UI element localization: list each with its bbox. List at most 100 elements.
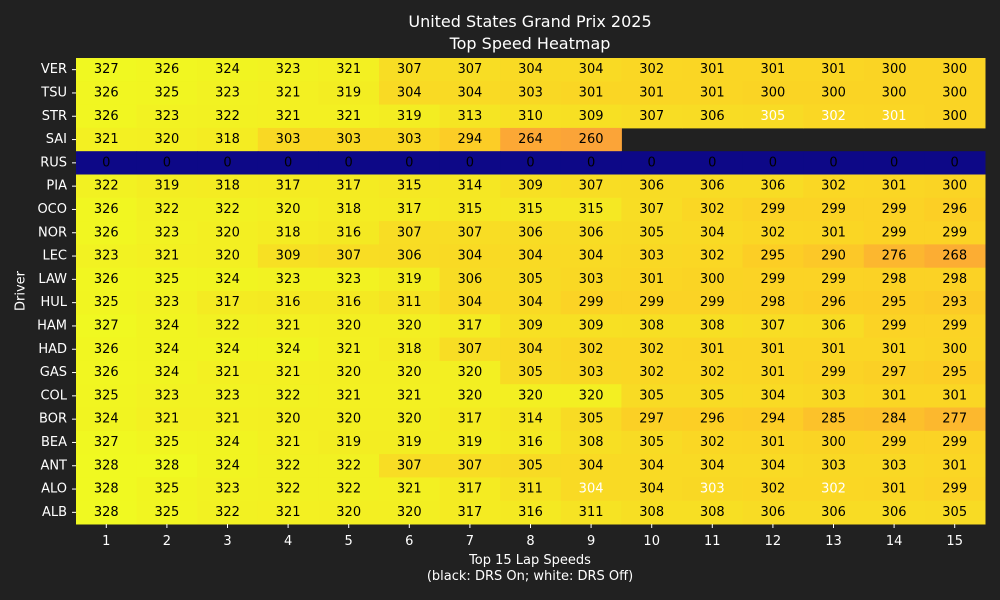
cell-value-label: 321 <box>154 412 179 427</box>
heatmap-cell <box>863 291 925 315</box>
heatmap-cell <box>500 477 562 502</box>
heatmap-cell <box>136 337 198 362</box>
cell-value-label: 300 <box>821 435 846 450</box>
cell-value-label: 321 <box>336 62 361 77</box>
cell-value-label: 319 <box>397 272 422 287</box>
cell-value-label: 327 <box>94 318 119 333</box>
heatmap-cell <box>803 291 865 315</box>
cell-value-label: 294 <box>760 412 785 427</box>
cell-value-label: 301 <box>942 388 967 403</box>
cell-value-label: 321 <box>276 109 301 124</box>
cell-value-label: 309 <box>276 249 301 264</box>
cell-value-label: 0 <box>648 155 656 170</box>
heatmap-cell <box>560 244 622 269</box>
cell-value-label: 298 <box>882 272 907 287</box>
heatmap-cell <box>742 244 804 269</box>
heatmap-cell <box>803 454 865 478</box>
cell-value-label: 324 <box>154 318 179 333</box>
heatmap-cell <box>560 430 622 455</box>
heatmap-cell <box>257 430 319 455</box>
cell-value-label: 303 <box>276 132 301 147</box>
cell-value-label: 304 <box>639 458 664 473</box>
heatmap-cell <box>379 407 441 432</box>
heatmap-cell <box>560 360 622 385</box>
heatmap-cell <box>136 197 198 222</box>
cell-value-label: 322 <box>215 109 240 124</box>
heatmap-cell <box>439 221 501 245</box>
heatmap-cell <box>682 291 744 315</box>
y-tick-label: ALO <box>41 482 67 497</box>
heatmap-cell <box>621 500 683 525</box>
cell-value-label: 326 <box>94 109 119 124</box>
cell-value-label: 300 <box>942 109 967 124</box>
cell-value-label: 326 <box>154 62 179 77</box>
cell-value-label: 306 <box>760 179 785 194</box>
cell-value-label: 305 <box>700 388 725 403</box>
cell-value-label: 324 <box>94 412 119 427</box>
heatmap-cell <box>924 430 986 455</box>
heatmap-cell <box>863 314 925 339</box>
heatmap-cell <box>560 221 622 245</box>
cell-value-label: 304 <box>457 295 482 310</box>
x-tick-label: 12 <box>765 534 782 549</box>
heatmap-cell <box>742 314 804 339</box>
cell-value-label: 324 <box>215 435 240 450</box>
cell-value-label: 299 <box>700 295 725 310</box>
cell-value-label: 317 <box>215 295 240 310</box>
heatmap-cell <box>318 104 380 129</box>
heatmap-cell <box>924 360 986 385</box>
heatmap-cell <box>136 314 198 339</box>
heatmap-cell <box>136 221 198 245</box>
y-tick-label: HAD <box>38 342 67 357</box>
cell-value-label: 301 <box>821 62 846 77</box>
heatmap-cell <box>76 58 138 82</box>
cell-value-label: 328 <box>94 458 119 473</box>
heatmap-cell <box>560 337 622 362</box>
cell-value-label: 298 <box>760 295 785 310</box>
heatmap-cell <box>863 151 925 175</box>
heatmap-cell <box>863 104 925 129</box>
x-tick-label: 8 <box>526 534 534 549</box>
cell-value-label: 301 <box>760 342 785 357</box>
x-tick-label: 14 <box>886 534 903 549</box>
cell-value-label: 321 <box>336 388 361 403</box>
cell-value-label: 319 <box>336 435 361 450</box>
heatmap-cell <box>863 244 925 269</box>
cell-value-label: 324 <box>154 365 179 380</box>
heatmap-cell <box>924 174 986 199</box>
cell-value-label: 317 <box>457 412 482 427</box>
heatmap-cell <box>863 500 925 525</box>
cell-value-label: 295 <box>942 365 967 380</box>
heatmap-cell <box>318 430 380 455</box>
cell-value-label: 0 <box>223 155 231 170</box>
cell-value-label: 301 <box>700 342 725 357</box>
cell-value-label: 304 <box>639 482 664 497</box>
heatmap-cell <box>924 500 986 525</box>
heatmap-cell <box>257 81 319 106</box>
heatmap-cell <box>439 291 501 315</box>
x-tick-label: 3 <box>223 534 231 549</box>
cell-value-label: 299 <box>942 225 967 240</box>
heatmap-cell <box>500 500 562 525</box>
heatmap-cell <box>318 314 380 339</box>
cell-value-label: 307 <box>639 202 664 217</box>
heatmap-cell <box>439 500 501 525</box>
cell-value-label: 325 <box>154 272 179 287</box>
cell-value-label: 318 <box>215 132 240 147</box>
cell-value-label: 302 <box>700 365 725 380</box>
heatmap-cell <box>560 291 622 315</box>
y-tick-label: ALB <box>42 505 67 520</box>
cell-value-label: 320 <box>579 388 604 403</box>
cell-value-label: 305 <box>942 505 967 520</box>
heatmap-cell <box>621 291 683 315</box>
heatmap-cell <box>257 291 319 315</box>
heatmap-cell <box>318 174 380 199</box>
cell-value-label: 302 <box>639 342 664 357</box>
heatmap-cell <box>76 174 138 199</box>
heatmap-cell <box>500 104 562 129</box>
heatmap-cell <box>439 151 501 175</box>
heatmap-cell <box>318 407 380 432</box>
cell-value-label: 296 <box>942 202 967 217</box>
heatmap-cell <box>439 477 501 502</box>
heatmap-cell <box>439 430 501 455</box>
